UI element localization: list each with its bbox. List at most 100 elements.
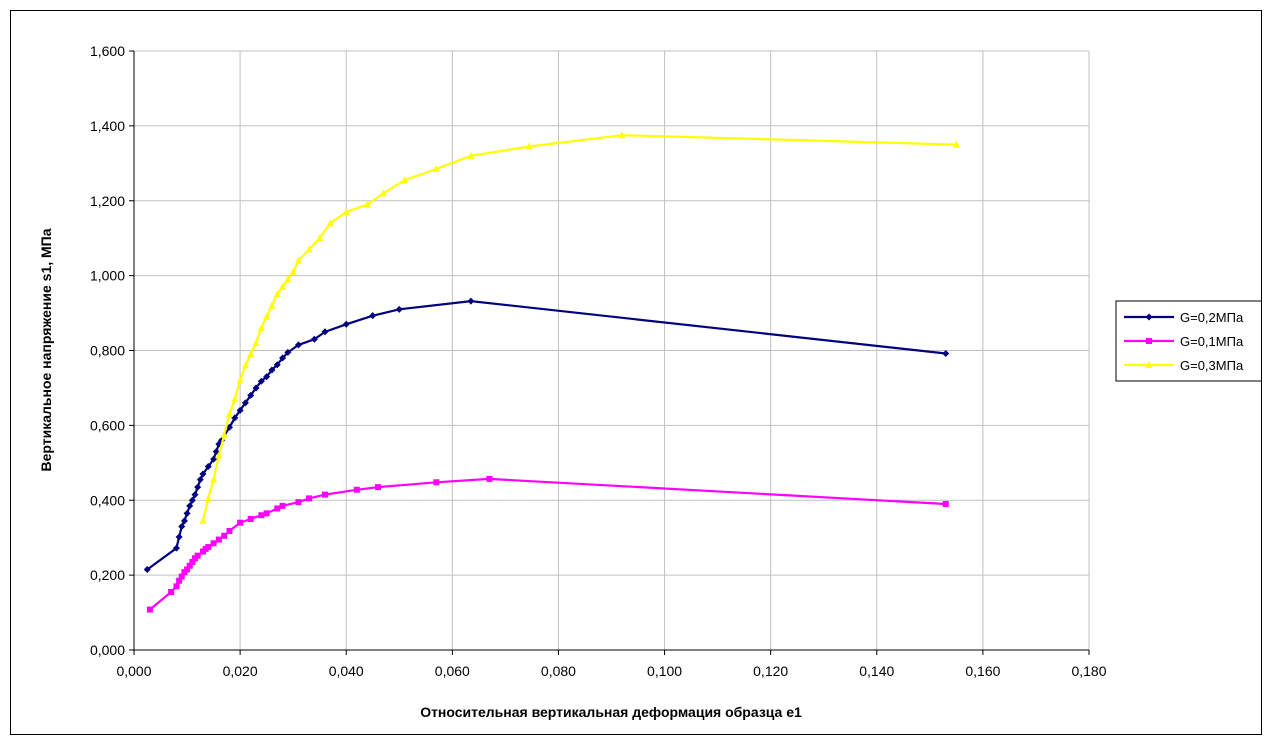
data-point [295,499,302,506]
data-point [942,349,950,357]
data-point [289,267,297,275]
legend-marker [1146,338,1152,344]
y-axis-title: Вертикальное напряжение s1, МПа [38,228,54,471]
data-point [326,219,334,227]
data-point [486,475,493,482]
data-point [191,491,199,499]
y-tick-label: 0,000 [90,642,125,658]
data-point [247,515,254,522]
series-2 [146,475,949,613]
data-point [401,176,409,184]
data-point [258,512,265,519]
data-point [316,234,324,242]
data-point [168,588,175,595]
data-point [284,348,292,356]
data-point [467,151,475,159]
data-point [186,502,194,510]
data-point [175,533,183,541]
data-point [952,140,960,148]
data-point [143,566,151,574]
data-point [188,496,196,504]
x-tick-label: 0,020 [223,663,258,679]
data-point [310,335,318,343]
data-point [184,566,191,573]
series-3 [199,131,960,524]
x-axis-title: Относительная вертикальная деформация об… [420,704,802,720]
data-point [252,384,260,392]
legend-label: G=0,2МПа [1180,310,1244,325]
series-layer [143,131,960,613]
y-tick-label: 1,200 [90,193,125,209]
data-point [231,395,239,403]
data-point [215,536,222,543]
data-point [273,290,281,298]
x-tick-label: 0,040 [329,663,364,679]
data-point [220,430,228,438]
y-tick-label: 0,800 [90,343,125,359]
data-point [433,479,440,486]
data-point [204,463,212,471]
data-point [215,451,223,459]
data-point [204,494,212,502]
data-point [176,577,183,584]
data-point [146,606,153,613]
data-point [210,455,218,463]
data-point [236,376,244,384]
data-point [467,297,475,305]
data-point [186,562,193,569]
legend-marker [1145,313,1153,321]
data-point [172,544,180,552]
y-tick-label: 1,400 [90,118,125,134]
data-point [247,391,255,399]
data-point [173,583,180,590]
data-point [268,301,276,309]
data-point [279,282,287,290]
data-point [395,305,403,313]
data-point [306,495,313,502]
data-point [205,544,212,551]
chart-frame: 0,000 0,020 0,040 0,060 0,080 0,100 0,120 0,140… [10,10,1269,735]
x-tick-label: 0,060 [435,663,470,679]
series-1 [143,297,950,574]
axes: 0,000 0,020 0,040 0,060 0,080 0,100 0,120 0,140… [90,43,1107,679]
y-tick-label: 0,200 [90,567,125,583]
data-point [321,328,329,336]
x-tick-label: 0,160 [965,663,1000,679]
data-point [284,275,292,283]
legend-label: G=0,3МПа [1180,358,1244,373]
legend: G=0,2МПа G=0,1МПа G=0,3МПа [1115,300,1269,382]
data-point [226,527,233,534]
y-tick-label: 1,000 [90,268,125,284]
data-point [257,324,265,332]
data-point [252,339,260,347]
data-point [189,559,196,566]
data-point [342,207,350,215]
data-point [237,519,244,526]
data-point [379,189,387,197]
data-point [199,516,207,524]
data-point [305,245,313,253]
legend-item: G=0,2МПа [1124,310,1244,325]
grid-lines [134,50,1090,650]
y-tick-label: 1,600 [90,43,125,59]
data-point [199,470,207,478]
data-point [183,509,191,517]
data-point [294,256,302,264]
x-tick-label: 0,180 [1071,663,1106,679]
data-point [241,399,249,407]
x-tick-label: 0,000 [116,663,151,679]
x-tick-label: 0,080 [541,663,576,679]
data-point [178,522,186,530]
data-point [294,341,302,349]
legend-item: G=0,1МПа [1124,334,1244,349]
data-point [180,517,188,525]
data-point [194,483,202,491]
data-point [263,510,270,517]
data-point [279,502,286,509]
data-point [221,532,228,539]
data-point [375,484,382,491]
data-point [268,366,276,374]
data-point [226,410,233,418]
data-point [353,486,360,493]
x-tick-label: 0,100 [647,663,682,679]
